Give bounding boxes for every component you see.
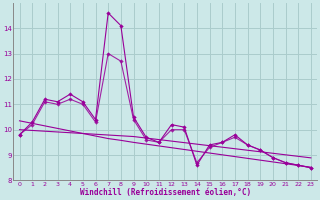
X-axis label: Windchill (Refroidissement éolien,°C): Windchill (Refroidissement éolien,°C) bbox=[80, 188, 251, 197]
